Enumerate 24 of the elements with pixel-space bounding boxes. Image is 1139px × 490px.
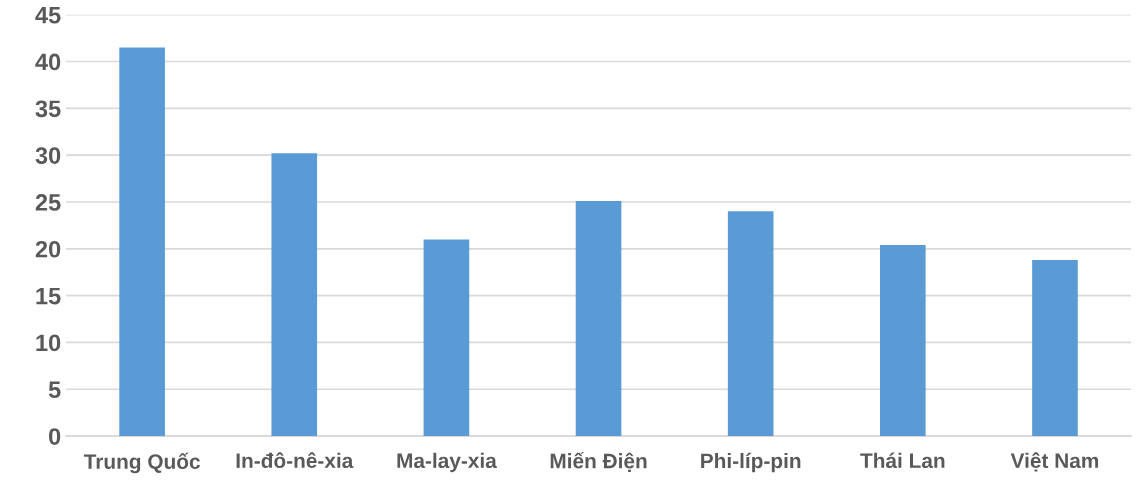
bar (423, 239, 470, 437)
y-tick-label: 30 (35, 147, 61, 164)
y-tick-label: 25 (35, 194, 61, 211)
x-tick-label: Trung Quốc (83, 452, 200, 474)
bar (880, 245, 926, 437)
x-tick-label: Thái Lan (860, 452, 945, 469)
bar (119, 47, 165, 437)
bar (1032, 260, 1078, 437)
y-tick-label: 20 (35, 240, 61, 258)
y-tick-label: 5 (48, 381, 61, 399)
y-tick-label: 0 (49, 428, 61, 445)
y-tick-label: 35 (35, 100, 61, 118)
x-tick-label: Miến Điện (550, 452, 647, 472)
bar (727, 211, 774, 437)
x-tick-label: Ma-lay-xia (397, 452, 497, 473)
bar (271, 153, 318, 437)
x-tick-label: Phi-líp-pin (701, 452, 801, 473)
y-tick-label: 10 (36, 334, 61, 352)
x-tick-label: Việt Nam (1010, 452, 1099, 472)
y-tick-label: 40 (35, 53, 61, 71)
y-tick-label: 45 (35, 7, 61, 24)
bar (575, 201, 622, 437)
y-tick-label: 15 (36, 287, 61, 305)
x-tick-label: In-đô-nê-xia (236, 452, 354, 469)
